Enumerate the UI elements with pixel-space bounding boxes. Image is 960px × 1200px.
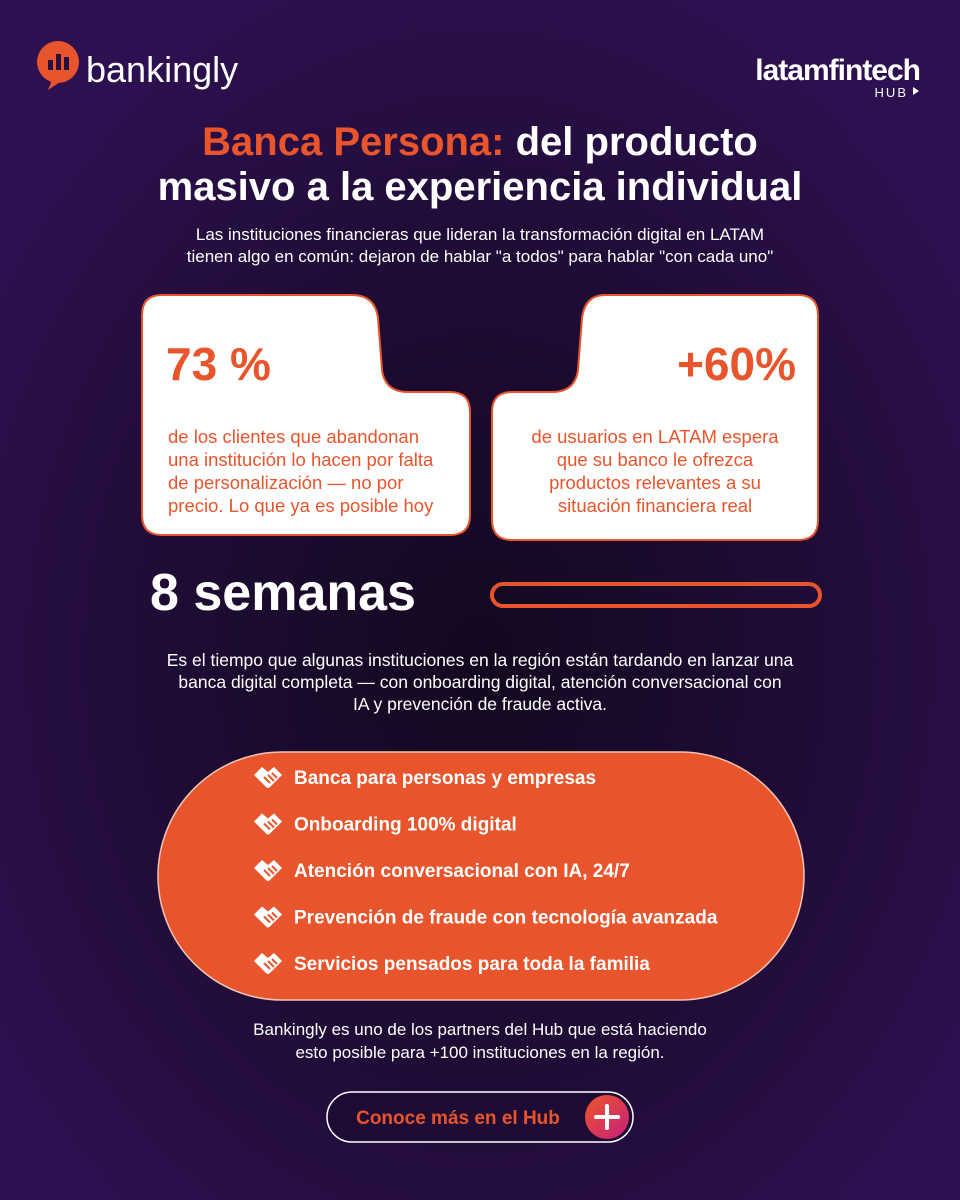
- closing-line: Bankingly es uno de los partners del Hub…: [253, 1020, 707, 1039]
- handshake-icon: [254, 767, 282, 788]
- timeline-text: Es el tiempo que algunas instituciones e…: [167, 650, 794, 670]
- stat-text: una institución lo hacen por falta: [168, 449, 434, 470]
- handshake-icon: [254, 953, 282, 974]
- timeline-text: banca digital completa — con onboarding …: [178, 672, 781, 692]
- feature-icon: [254, 813, 282, 835]
- intro-line: tienen algo en común: dejaron de hablar …: [187, 247, 774, 266]
- stat-value: 73 %: [166, 338, 271, 390]
- handshake-detail: [263, 911, 278, 924]
- bankingly-logo: bankingly: [37, 41, 238, 90]
- handshake-detail: [263, 865, 278, 877]
- handshake-icon: [254, 813, 282, 835]
- timeline-value: 8 semanas: [150, 564, 416, 622]
- feature-icon: [254, 767, 282, 788]
- feature-text: Prevención de fraude con tecnología avan…: [294, 908, 718, 929]
- partner-logo: latamfintech: [755, 54, 920, 87]
- feature-text: Atención conversacional con IA, 24/7: [294, 861, 630, 882]
- feature-icon: [254, 906, 282, 928]
- stat-text: productos relevantes a su: [549, 472, 761, 493]
- handshake-detail: [263, 772, 278, 784]
- timeline-texts: Es el tiempo que algunas instituciones e…: [167, 650, 794, 714]
- feature-text: Servicios pensados para toda la familia: [294, 954, 650, 975]
- logo-bar: [64, 57, 69, 70]
- stat-card: [491, 294, 819, 541]
- timeline-bar: [490, 582, 822, 608]
- stat-text: situación financiera real: [558, 495, 752, 516]
- cta-label[interactable]: Conoce más en el Hub: [356, 1108, 560, 1129]
- features-list: Banca para personas y empresas Onboarding…: [254, 767, 718, 975]
- title-line: masivo a la experiencia individual: [158, 165, 803, 209]
- partner-sub: HUB: [875, 85, 908, 100]
- title-highlight: Banca Persona:: [202, 120, 504, 164]
- cta-plus[interactable]: [594, 1104, 620, 1130]
- stat-card: [141, 294, 471, 536]
- handshake-icon: [254, 906, 282, 928]
- features-pill: [157, 751, 805, 1001]
- handshake-detail: [263, 818, 278, 831]
- stat-text: de usuarios en LATAM espera: [531, 426, 779, 447]
- feature-text: Banca para personas y empresas: [294, 768, 596, 789]
- feature-text: Onboarding 100% digital: [294, 815, 517, 836]
- stat-text: de personalización — no por: [168, 472, 404, 493]
- timeline-text: IA y prevención de fraude activa.: [353, 694, 607, 714]
- partner-arrow: [913, 87, 919, 95]
- logo-bar: [56, 54, 61, 70]
- logo-bar: [48, 60, 53, 70]
- stat-value: +60%: [677, 338, 796, 390]
- handshake-icon: [254, 860, 282, 881]
- stat-text: que su banco le ofrezca: [557, 449, 754, 470]
- stat-text: precio. Lo que ya es posible hoy: [168, 495, 434, 516]
- closing-line: esto posible para +100 instituciones en …: [295, 1043, 664, 1062]
- feature-icon: [254, 860, 282, 881]
- cta-outline[interactable]: [326, 1091, 634, 1143]
- cta-button[interactable]: Conoce más en el Hub: [326, 1091, 634, 1143]
- logo-icon-tail: [48, 80, 60, 90]
- title-text: del producto: [516, 120, 758, 164]
- handshake-detail: [263, 958, 278, 970]
- title-line: Banca Persona: del producto: [202, 120, 758, 164]
- logo-text: bankingly: [86, 49, 238, 90]
- stat-text: de los clientes que abandonan: [168, 426, 419, 447]
- intro-line: Las instituciones financieras que lidera…: [196, 225, 764, 244]
- feature-icon: [254, 953, 282, 974]
